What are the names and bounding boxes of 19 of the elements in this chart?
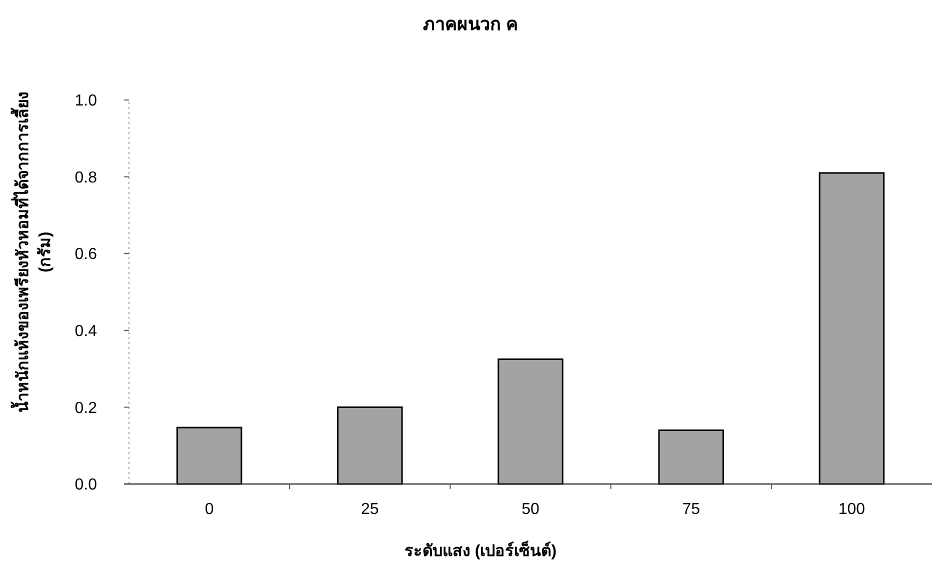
y-axis-title: น้ำหนักแห้งของเพรียงหัวหอมที่ได้จากการเลี้ยง (กรัม) bbox=[10, 92, 54, 412]
y-tick-label: 1.0 bbox=[74, 92, 98, 110]
x-tick-label: 75 bbox=[682, 501, 700, 518]
bar bbox=[658, 429, 724, 485]
y-tick-label: 0.4 bbox=[74, 323, 98, 340]
x-tick-label: 25 bbox=[361, 501, 379, 518]
x-tick-label: 100 bbox=[838, 501, 866, 518]
y-tick-label: 0.2 bbox=[74, 400, 98, 417]
x-axis-title: ระดับแสง (เปอร์เซ็นต์) bbox=[404, 539, 557, 560]
bar bbox=[498, 358, 564, 485]
chart-title: ภาคผนวก ค bbox=[422, 14, 518, 34]
x-tick-label: 50 bbox=[522, 501, 540, 518]
y-tick-label: 0.0 bbox=[74, 476, 98, 494]
bar bbox=[176, 426, 242, 485]
y-tick-label: 0.6 bbox=[74, 246, 98, 264]
bar bbox=[337, 406, 403, 485]
x-tick-label: 0 bbox=[204, 501, 214, 518]
y-tick-label: 0.8 bbox=[74, 169, 98, 186]
bar bbox=[818, 172, 885, 485]
